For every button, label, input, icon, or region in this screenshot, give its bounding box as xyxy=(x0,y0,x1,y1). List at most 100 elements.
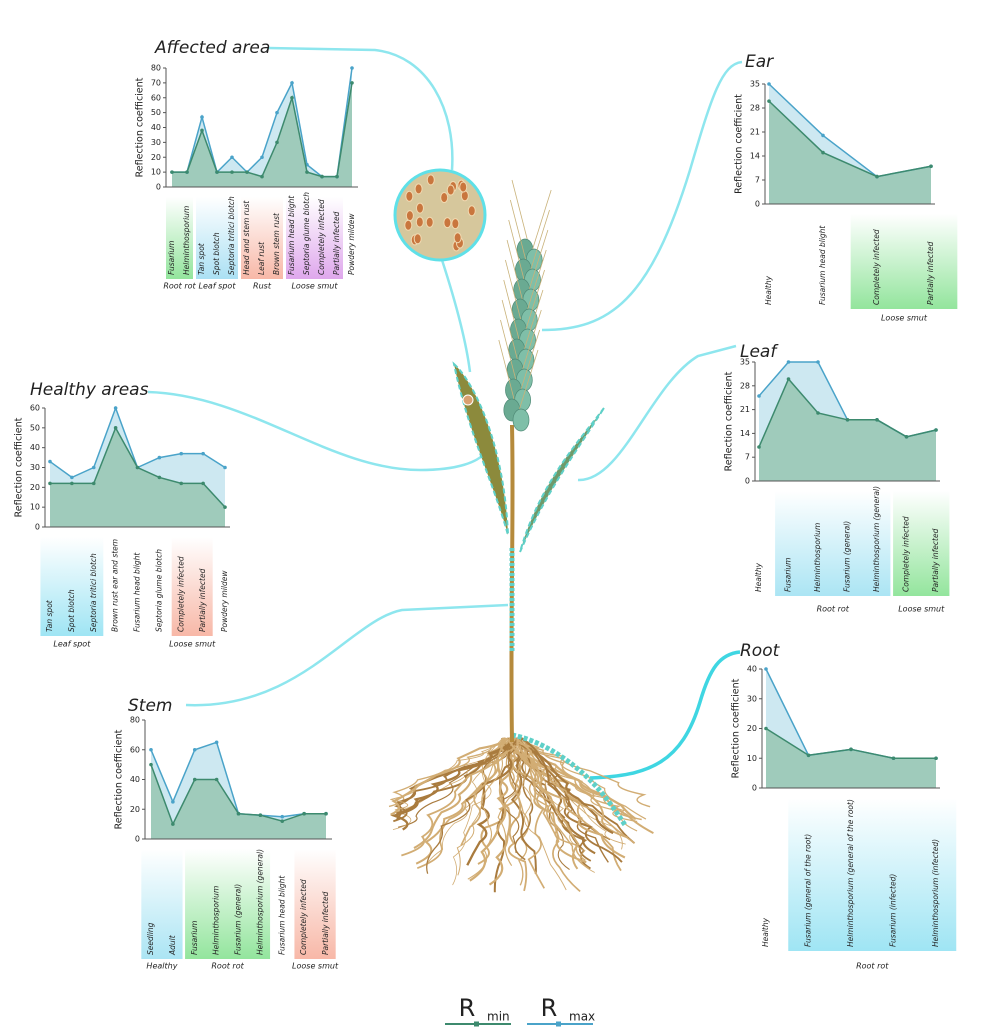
point xyxy=(230,155,234,160)
category-label: Partially infected xyxy=(321,891,330,955)
category-label: Completely infected xyxy=(176,556,185,632)
y-tick-label: 0 xyxy=(156,183,161,192)
y-tick-label: 10 xyxy=(151,168,161,177)
point xyxy=(70,481,74,486)
point xyxy=(149,747,153,752)
group-band xyxy=(775,491,891,596)
plant-illustration xyxy=(147,46,743,893)
legend-subscript: max xyxy=(569,1010,595,1024)
awn xyxy=(520,289,544,361)
group-label: Root rot xyxy=(856,962,889,971)
group-label: Root rot xyxy=(817,605,850,614)
connector xyxy=(541,60,743,332)
y-tick-label: 20 xyxy=(30,483,40,492)
group-band xyxy=(286,197,343,279)
root xyxy=(514,737,614,835)
legend-symbol: R xyxy=(459,994,476,1022)
point xyxy=(934,756,938,761)
chart-title: Ear xyxy=(745,52,774,72)
group-label: Root rot xyxy=(163,282,196,291)
y-axis-label: Reflection coefficient xyxy=(724,371,735,471)
leaf xyxy=(452,361,509,536)
point xyxy=(91,465,96,470)
connectors xyxy=(147,46,743,780)
category-label: Spot blotch xyxy=(67,589,76,632)
category-label: Tan spot xyxy=(45,599,54,632)
category-label: Fusarium xyxy=(784,558,793,593)
point xyxy=(875,174,879,179)
y-tick-label: 28 xyxy=(750,104,760,113)
category-label: Powdery mildew xyxy=(347,213,356,275)
point xyxy=(215,170,219,174)
point xyxy=(179,481,184,486)
category-label: Partially infected xyxy=(926,241,935,305)
awn xyxy=(505,259,524,331)
y-axis-label: Reflection coefficient xyxy=(734,94,745,194)
chart-title: Healthy areas xyxy=(30,380,149,400)
point xyxy=(201,451,205,456)
category-label: Septoria tritici blotch xyxy=(89,553,98,632)
area xyxy=(766,728,936,788)
group-band xyxy=(171,537,213,636)
point xyxy=(113,426,118,430)
category-label: Brown stem rust xyxy=(272,212,281,275)
spot xyxy=(404,219,413,231)
category-label: Adult xyxy=(168,934,177,956)
category-label: Fusarium (general) xyxy=(843,521,852,592)
category-label: Fusarium head blight xyxy=(133,552,142,632)
chart: Leaf Reflection coefficient Root rot Loose … xyxy=(724,342,950,614)
spot xyxy=(414,183,423,195)
group-band xyxy=(241,197,283,279)
area xyxy=(759,379,936,481)
awn xyxy=(515,349,539,421)
spikelet xyxy=(512,408,530,432)
chart-title: Leaf xyxy=(740,342,779,362)
point xyxy=(891,756,896,761)
connector xyxy=(440,259,472,373)
point xyxy=(302,811,306,816)
root xyxy=(466,737,521,866)
point xyxy=(91,481,96,486)
group-band xyxy=(185,849,271,959)
y-tick-label: 21 xyxy=(750,128,760,137)
category-label: Fusarium (general) xyxy=(234,884,243,955)
y-tick-label: 30 xyxy=(30,463,40,472)
chart-title: Stem xyxy=(128,696,172,716)
point xyxy=(816,411,820,415)
spot xyxy=(440,192,449,204)
category-label: Partially infected xyxy=(198,568,207,632)
awn xyxy=(527,209,550,281)
awn xyxy=(503,279,523,351)
y-tick-label: 20 xyxy=(130,805,140,814)
point xyxy=(821,133,825,138)
y-tick-label: 28 xyxy=(740,381,750,390)
root xyxy=(467,737,520,880)
y-tick-label: 80 xyxy=(151,64,161,73)
chart: Stem Reflection coefficient Healthy Root ro… xyxy=(114,696,339,971)
point xyxy=(214,740,219,745)
point xyxy=(767,99,771,103)
root xyxy=(516,737,626,859)
point xyxy=(290,95,294,100)
category-label: Leaf rust xyxy=(257,241,266,275)
y-tick-label: 40 xyxy=(130,775,140,784)
y-tick-label: 10 xyxy=(30,503,40,512)
group-band xyxy=(850,214,958,309)
root xyxy=(520,737,596,855)
roots xyxy=(388,732,654,893)
y-axis-label: Reflection coefficient xyxy=(731,678,742,778)
point xyxy=(816,360,820,364)
awn xyxy=(509,199,529,271)
ear xyxy=(498,179,552,432)
y-tick-label: 0 xyxy=(755,200,760,209)
root xyxy=(505,737,580,870)
awn xyxy=(498,339,518,411)
point xyxy=(757,445,761,449)
group-label: Leaf spot xyxy=(199,282,237,291)
category-label: Fusarium xyxy=(167,241,176,276)
connector xyxy=(577,344,737,482)
point xyxy=(192,747,197,752)
point xyxy=(260,155,264,160)
group-label: Loose smut xyxy=(292,962,339,971)
